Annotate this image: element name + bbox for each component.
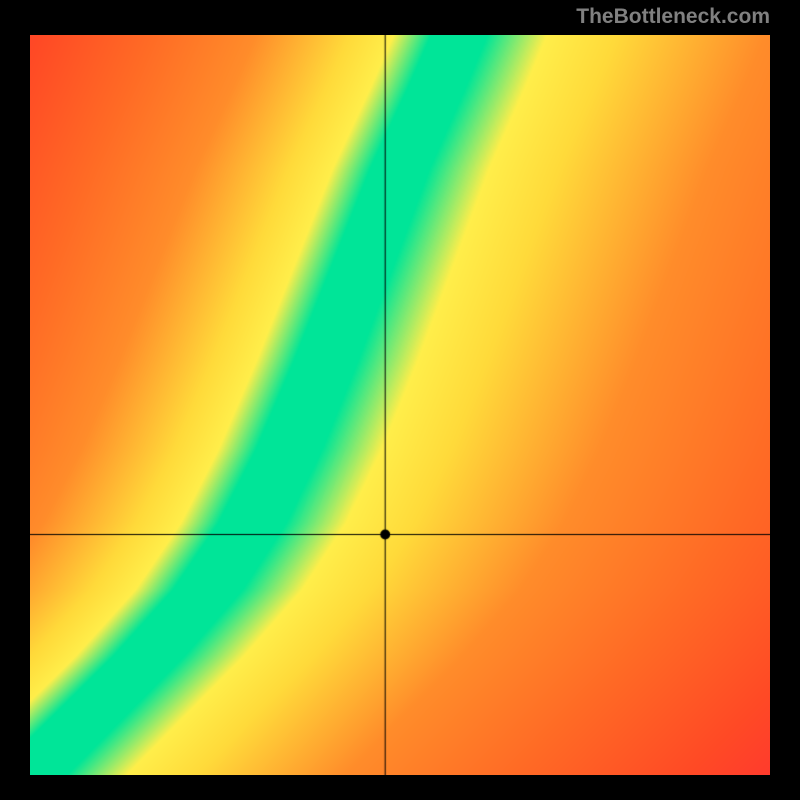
chart-container: TheBottleneck.com bbox=[0, 0, 800, 800]
bottleneck-heatmap bbox=[30, 35, 770, 775]
attribution-text: TheBottleneck.com bbox=[576, 5, 770, 29]
